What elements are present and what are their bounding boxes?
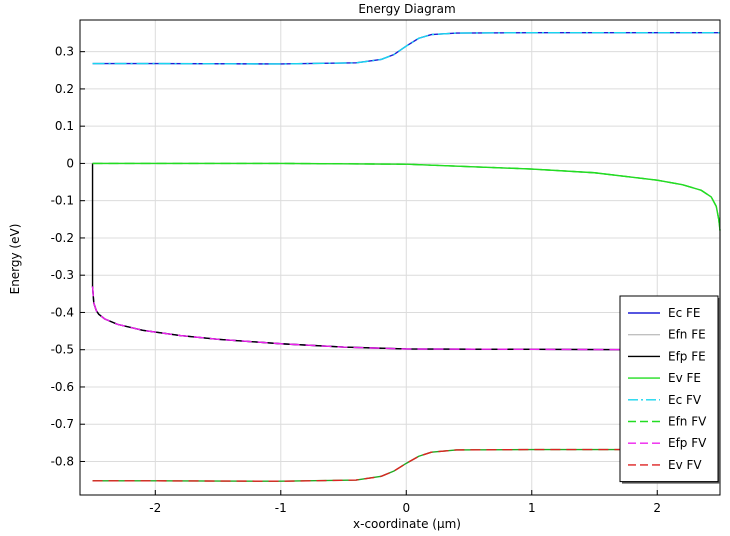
x-tick-label: 1 — [528, 501, 536, 515]
y-tick-label: -0.1 — [51, 194, 74, 208]
y-tick-label: 0.1 — [55, 119, 74, 133]
y-tick-label: 0.2 — [55, 82, 74, 96]
legend-label: Ev FV — [668, 458, 702, 472]
legend-label: Efp FV — [668, 436, 707, 450]
legend-box — [619, 295, 719, 483]
y-tick-label: -0.8 — [51, 454, 74, 468]
y-tick-label: -0.3 — [51, 268, 74, 282]
legend-label: Ec FV — [668, 393, 702, 407]
y-tick-label: 0.3 — [55, 45, 74, 59]
x-tick-label: -2 — [149, 501, 161, 515]
legend-label: Ec FE — [668, 306, 700, 320]
series-line — [92, 162, 721, 231]
plot-area-frame — [79, 19, 721, 496]
x-tick-label: -1 — [275, 501, 287, 515]
series-line — [91, 286, 720, 351]
y-tick-label: -0.2 — [51, 231, 74, 245]
x-tick-label: 2 — [653, 501, 661, 515]
legend: Ec FE Efn FE Efp FE Ev FE Ec FV Efn FV Efp FV E… — [619, 295, 720, 484]
y-tick-label: 0 — [66, 156, 74, 170]
x-axis-title: x-coordinate (µm) — [353, 517, 461, 531]
axes: -2 -1 0 1 2 0.3 0.2 0.1 0 -0.1 -0.2 -0.3 -0.4 -0.5 -0.… — [51, 45, 661, 515]
chart-title: Energy Diagram — [358, 2, 455, 16]
legend-label: Efn FV — [668, 415, 707, 429]
series-line — [92, 31, 720, 65]
y-tick-label: -0.7 — [51, 417, 74, 431]
y-axis-title: Energy (eV) — [8, 224, 22, 295]
x-tick-label: 0 — [402, 501, 410, 515]
legend-label: Ev FE — [668, 371, 701, 385]
series-line-underlay — [92, 448, 720, 482]
y-tick-label: -0.5 — [51, 343, 74, 357]
y-tick-label: -0.6 — [51, 380, 74, 394]
legend-label: Efn FE — [668, 328, 706, 342]
legend-label: Efp FE — [668, 349, 706, 363]
series-layer — [91, 31, 721, 482]
y-tick-label: -0.4 — [51, 305, 74, 319]
